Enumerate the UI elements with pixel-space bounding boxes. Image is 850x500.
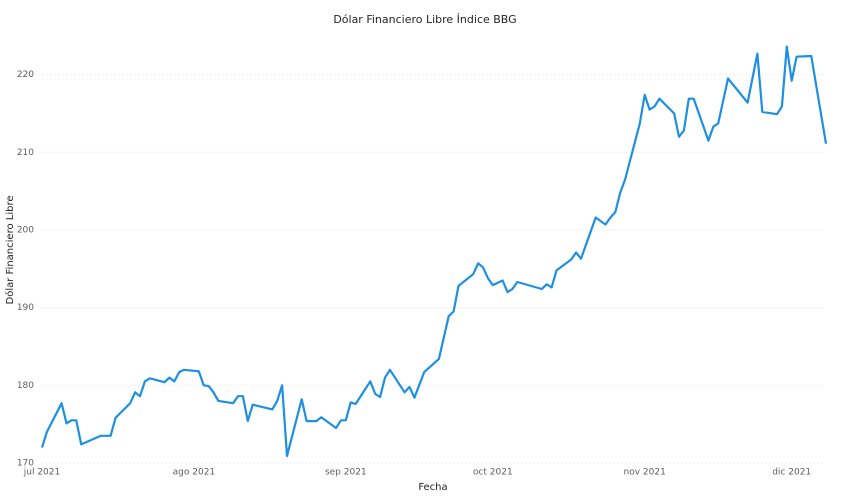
y-axis-label: Dólar Financiero Libre [4, 196, 16, 305]
x-tick-label: sep 2021 [325, 468, 367, 478]
y-tick-label: 170 [17, 459, 34, 469]
line [40, 45, 828, 458]
y-tick-label: 200 [17, 225, 34, 235]
chart-title: Dólar Financiero Libre Índice BBG [333, 13, 516, 26]
y-tick-label: 180 [17, 381, 34, 391]
x-axis-label: Fecha [418, 482, 447, 493]
y-tick-label: 190 [17, 303, 34, 313]
x-tick-label: jul 2021 [23, 468, 60, 478]
x-tick-label: nov 2021 [624, 468, 666, 478]
x-tick-label: oct 2021 [473, 468, 513, 478]
x-tick-label: dic 2021 [772, 468, 811, 478]
y-tick-label: 220 [17, 70, 34, 80]
y-tick-label: 210 [17, 148, 34, 158]
x-tick-label: ago 2021 [173, 468, 216, 478]
